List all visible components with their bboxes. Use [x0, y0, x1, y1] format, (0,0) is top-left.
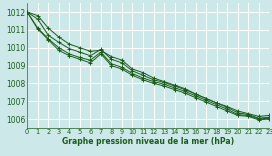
X-axis label: Graphe pression niveau de la mer (hPa): Graphe pression niveau de la mer (hPa)	[62, 137, 234, 146]
